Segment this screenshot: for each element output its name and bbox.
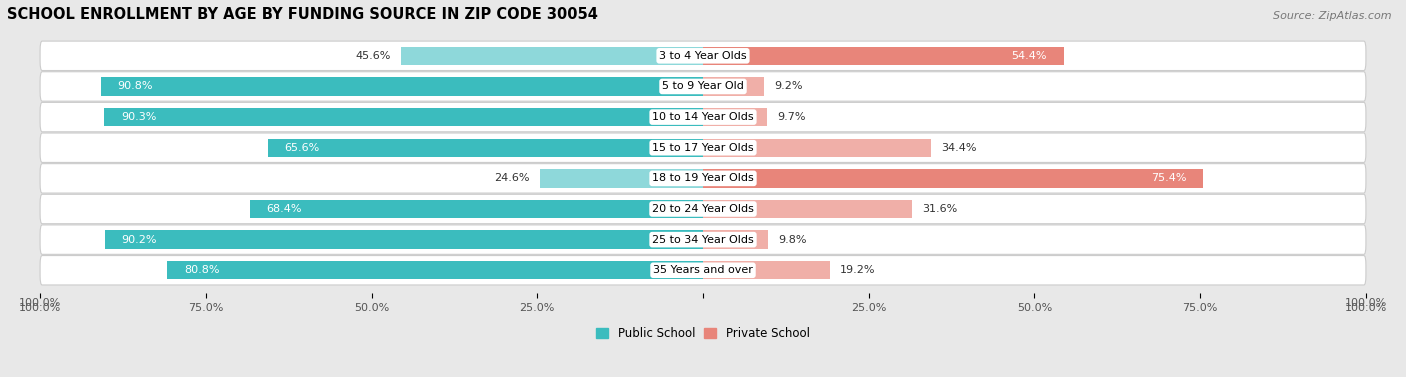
Text: 24.6%: 24.6%: [495, 173, 530, 183]
Text: SCHOOL ENROLLMENT BY AGE BY FUNDING SOURCE IN ZIP CODE 30054: SCHOOL ENROLLMENT BY AGE BY FUNDING SOUR…: [7, 7, 598, 22]
Bar: [703, 77, 763, 96]
Bar: [540, 169, 703, 187]
Text: 54.4%: 54.4%: [1011, 51, 1047, 61]
Text: 68.4%: 68.4%: [266, 204, 302, 214]
FancyBboxPatch shape: [41, 164, 1365, 193]
Text: 10 to 14 Year Olds: 10 to 14 Year Olds: [652, 112, 754, 122]
FancyBboxPatch shape: [41, 256, 1365, 285]
Text: 45.6%: 45.6%: [356, 51, 391, 61]
Bar: [101, 77, 703, 96]
Text: 9.2%: 9.2%: [773, 81, 803, 92]
Text: 3 to 4 Year Olds: 3 to 4 Year Olds: [659, 51, 747, 61]
Text: 100.0%: 100.0%: [1344, 299, 1388, 308]
Legend: Public School, Private School: Public School, Private School: [592, 322, 814, 345]
FancyBboxPatch shape: [41, 194, 1365, 224]
Bar: [269, 138, 703, 157]
FancyBboxPatch shape: [41, 72, 1365, 101]
Text: 65.6%: 65.6%: [284, 143, 321, 153]
Text: 75.4%: 75.4%: [1150, 173, 1187, 183]
Bar: [703, 108, 768, 126]
FancyBboxPatch shape: [41, 41, 1365, 70]
Text: 20 to 24 Year Olds: 20 to 24 Year Olds: [652, 204, 754, 214]
Bar: [703, 261, 831, 279]
Bar: [703, 138, 931, 157]
Text: 100.0%: 100.0%: [18, 299, 62, 308]
Text: 90.8%: 90.8%: [118, 81, 153, 92]
Text: 90.2%: 90.2%: [122, 234, 157, 245]
Text: 9.7%: 9.7%: [778, 112, 806, 122]
Bar: [105, 230, 703, 249]
Bar: [703, 169, 1204, 187]
Text: 80.8%: 80.8%: [184, 265, 219, 275]
Text: 19.2%: 19.2%: [841, 265, 876, 275]
Text: 15 to 17 Year Olds: 15 to 17 Year Olds: [652, 143, 754, 153]
Text: 18 to 19 Year Olds: 18 to 19 Year Olds: [652, 173, 754, 183]
Bar: [703, 230, 768, 249]
Bar: [104, 108, 703, 126]
FancyBboxPatch shape: [41, 103, 1365, 132]
Text: 25 to 34 Year Olds: 25 to 34 Year Olds: [652, 234, 754, 245]
Text: 34.4%: 34.4%: [941, 143, 977, 153]
FancyBboxPatch shape: [41, 133, 1365, 162]
Bar: [703, 47, 1063, 65]
Text: Source: ZipAtlas.com: Source: ZipAtlas.com: [1274, 11, 1392, 21]
Text: 90.3%: 90.3%: [121, 112, 156, 122]
Text: 5 to 9 Year Old: 5 to 9 Year Old: [662, 81, 744, 92]
FancyBboxPatch shape: [41, 225, 1365, 254]
Text: 9.8%: 9.8%: [778, 234, 807, 245]
Bar: [167, 261, 703, 279]
Bar: [401, 47, 703, 65]
Text: 31.6%: 31.6%: [922, 204, 957, 214]
Bar: [703, 200, 912, 218]
Bar: [250, 200, 703, 218]
Text: 35 Years and over: 35 Years and over: [652, 265, 754, 275]
